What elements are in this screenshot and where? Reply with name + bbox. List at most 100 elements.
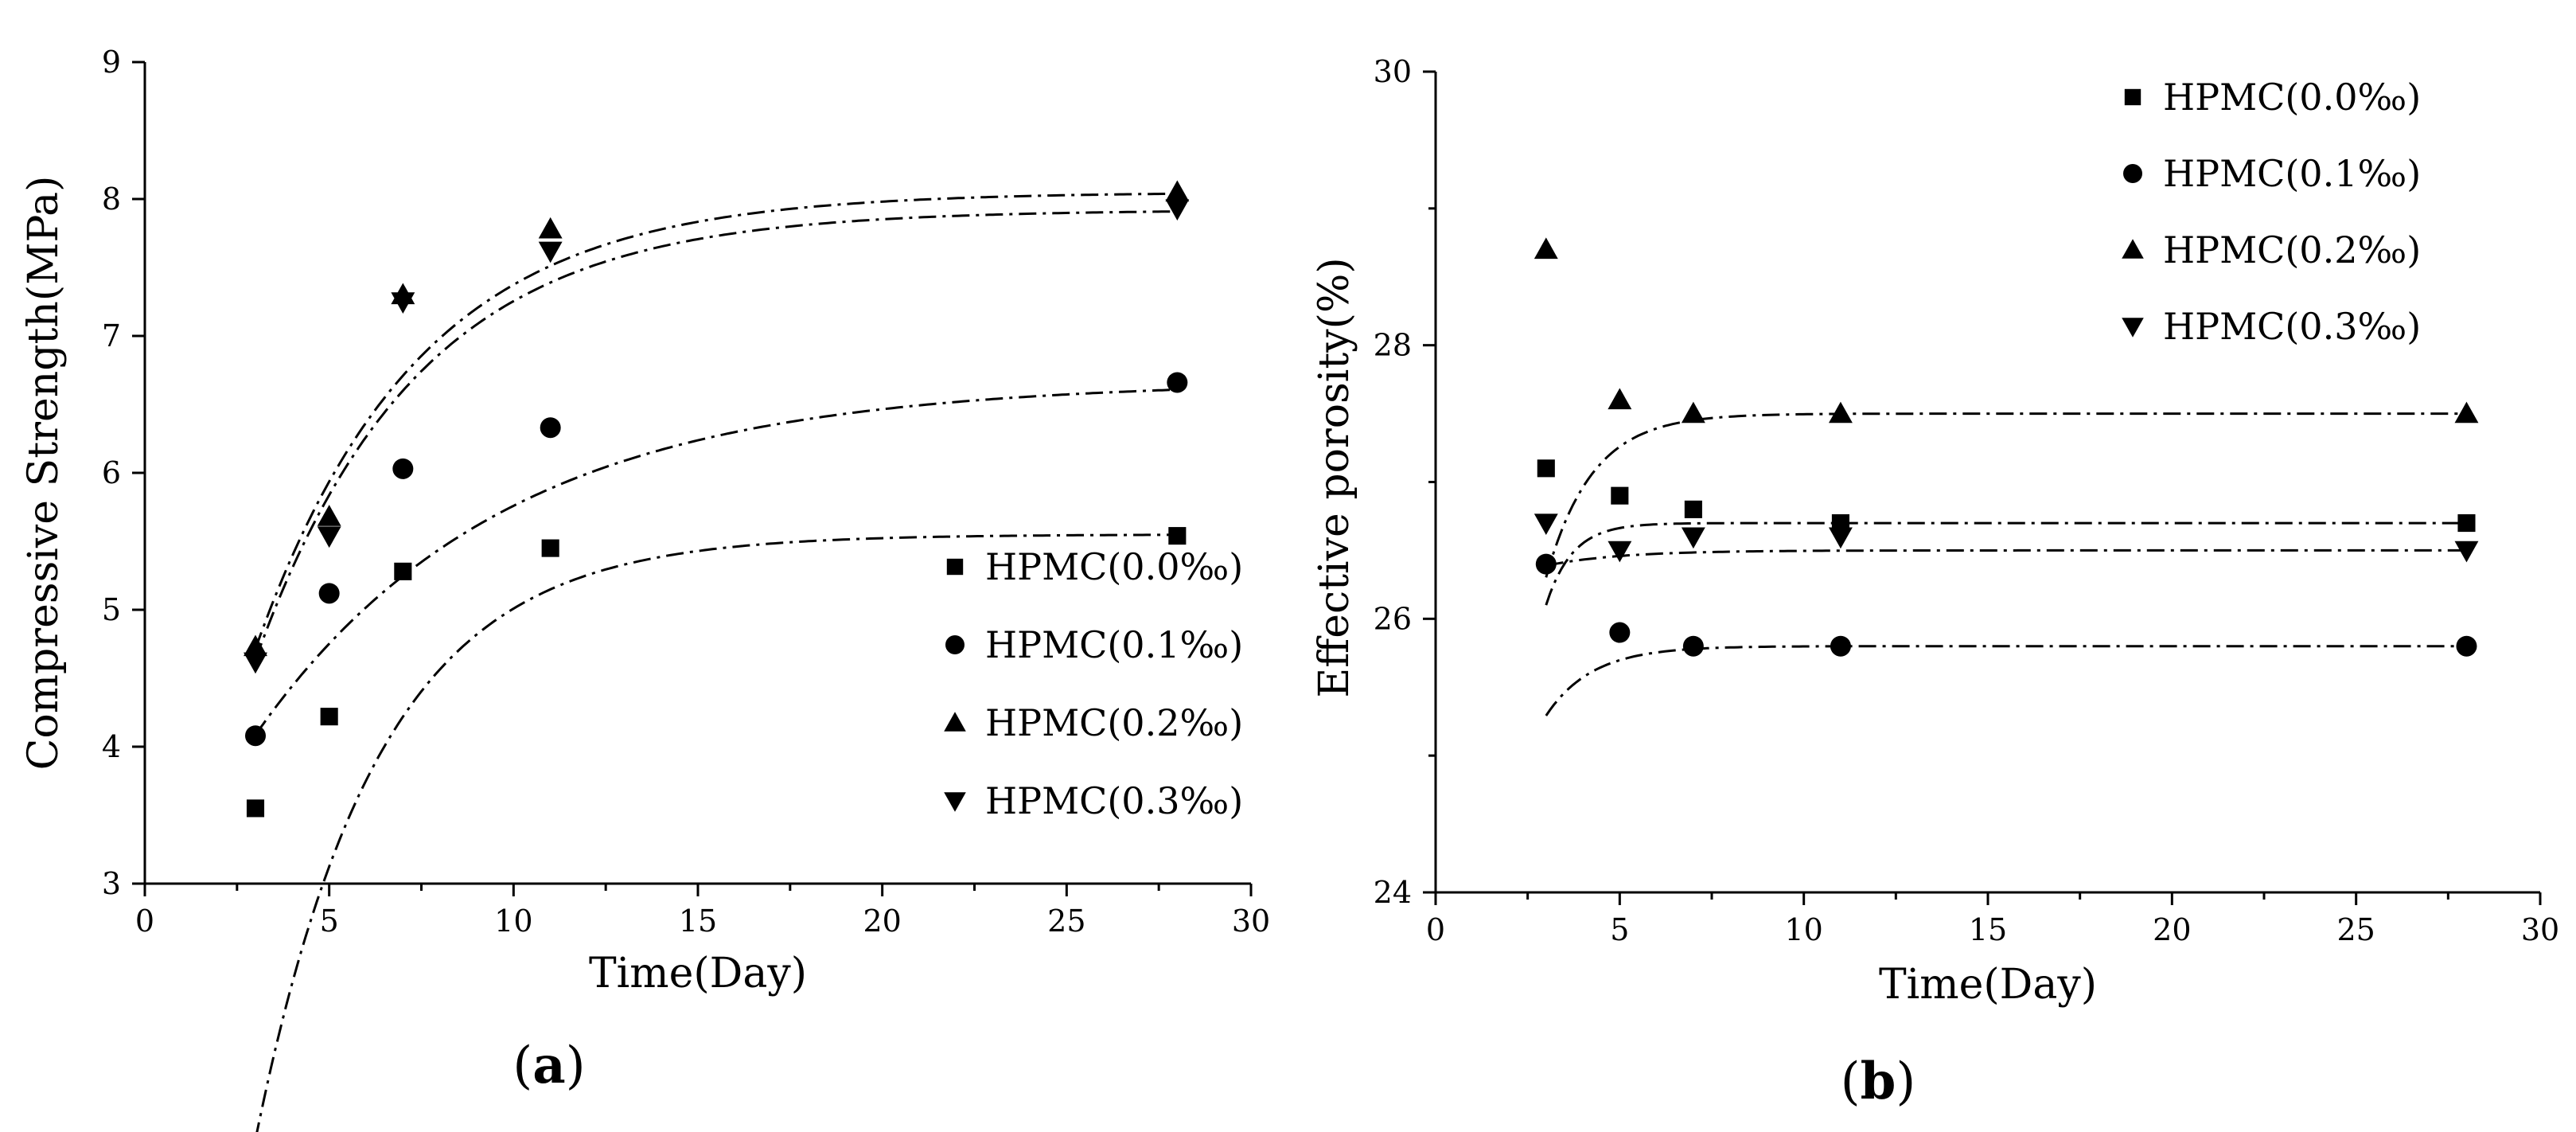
data-point — [538, 241, 563, 263]
data-point — [392, 458, 414, 479]
data-point — [1168, 527, 1187, 545]
data-point — [394, 562, 412, 580]
data-point — [1535, 553, 1557, 575]
legend-marker — [944, 712, 966, 732]
data-point — [245, 725, 266, 747]
y-tick-label: 30 — [1374, 54, 1412, 89]
y-tick-label: 9 — [102, 45, 121, 80]
data-point — [540, 417, 561, 439]
y-tick-label: 28 — [1374, 328, 1412, 363]
legend-label: HPMC(0.3‰) — [985, 779, 1243, 822]
y-axis-title: Effective porosity(%) — [1311, 257, 1358, 697]
data-point — [1534, 513, 1558, 535]
legend-marker — [2123, 164, 2142, 183]
series-triangle-up — [1534, 237, 2479, 578]
x-tick-label: 0 — [1426, 912, 1445, 947]
chart-compressive-strength: 0 5 10 15 20 25 30 3 4 5 6 7 8 9 Time(Day) Compressive … — [20, 45, 1270, 1132]
data-point — [1828, 527, 1853, 549]
data-point — [1534, 237, 1558, 260]
panel-label: (a) — [512, 1036, 585, 1095]
fit-curve — [1545, 645, 2467, 716]
chart-effective-porosity: 0 5 10 15 20 25 30 24 26 28 30 Time(Day) Effective p… — [1311, 54, 2559, 1111]
data-point — [1608, 541, 1632, 563]
series-circle — [1535, 553, 2477, 716]
fit-curve — [255, 533, 1178, 1132]
legend-label: HPMC(0.0‰) — [985, 545, 1243, 588]
data-point — [2454, 401, 2479, 424]
x-tick-label: 10 — [494, 904, 532, 939]
data-point — [317, 526, 341, 548]
y-tick-label: 26 — [1374, 601, 1412, 636]
y-tick-label: 24 — [1374, 875, 1412, 910]
x-tick-label: 15 — [1969, 912, 2007, 947]
data-point — [317, 505, 341, 526]
x-axis-title: Time(Day) — [589, 950, 807, 997]
y-tick-label: 5 — [102, 592, 121, 627]
legend-label: HPMC(0.2‰) — [985, 701, 1243, 744]
y-tick-label: 8 — [102, 182, 121, 217]
x-tick-label: 25 — [1047, 904, 1085, 939]
data-point — [1608, 388, 1632, 410]
data-point — [2454, 541, 2479, 563]
data-point — [244, 652, 267, 674]
data-point — [1684, 500, 1702, 518]
data-point — [1165, 199, 1190, 221]
series-square — [1537, 459, 2476, 606]
legend-marker — [2122, 239, 2144, 259]
y-tick-label: 3 — [102, 866, 121, 901]
data-point — [541, 539, 559, 557]
data-point — [1611, 486, 1629, 505]
legend-label: HPMC(0.3‰) — [2163, 305, 2421, 348]
x-axis-title: Time(Day) — [1879, 961, 2097, 1009]
legend-marker — [945, 635, 965, 654]
fit-curve — [1545, 548, 2467, 568]
data-point — [1537, 459, 1555, 478]
data-point — [1167, 372, 1188, 393]
legend-label: HPMC(0.1‰) — [985, 623, 1243, 666]
data-point — [538, 217, 563, 239]
x-tick-label: 0 — [135, 904, 154, 939]
data-point — [320, 708, 338, 726]
x-tick-label: 15 — [679, 904, 717, 939]
data-point — [1681, 527, 1705, 549]
data-point — [1830, 635, 1851, 657]
legend-marker — [946, 558, 964, 576]
data-point — [2457, 514, 2476, 533]
fit-curve — [254, 192, 1178, 650]
data-point — [1682, 635, 1704, 657]
data-point — [1165, 180, 1190, 202]
data-point — [391, 292, 415, 314]
x-tick-label: 5 — [1610, 912, 1629, 947]
y-tick-label: 7 — [102, 318, 121, 353]
x-tick-label: 10 — [1784, 912, 1822, 947]
legend-marker — [944, 792, 966, 812]
fit-curve — [254, 210, 1178, 661]
series-triangle-down — [244, 199, 1190, 674]
x-tick-label: 30 — [1232, 904, 1270, 939]
x-tick-label: 20 — [863, 904, 901, 939]
data-point — [2456, 635, 2477, 657]
x-tick-label: 20 — [2153, 912, 2191, 947]
legend-label: HPMC(0.2‰) — [2163, 228, 2421, 271]
x-tick-label: 5 — [320, 904, 339, 939]
data-point — [1609, 622, 1631, 643]
y-axis-title: Compressive Strength(MPa) — [20, 176, 68, 771]
legend-label: HPMC(0.0‰) — [2163, 76, 2421, 119]
legend-marker — [2124, 88, 2141, 106]
legend-marker — [2122, 318, 2144, 338]
data-point — [1828, 401, 1853, 424]
series-square — [246, 527, 1187, 1132]
x-tick-label: 30 — [2521, 912, 2559, 947]
legend-label: HPMC(0.1‰) — [2163, 152, 2421, 195]
data-point — [1681, 401, 1705, 424]
series-circle — [245, 372, 1188, 747]
y-tick-label: 4 — [102, 729, 121, 764]
y-tick-label: 6 — [102, 455, 121, 490]
x-tick-label: 25 — [2336, 912, 2375, 947]
data-point — [244, 634, 267, 657]
data-point — [246, 799, 265, 818]
fit-curve — [254, 388, 1178, 736]
data-point — [318, 583, 340, 604]
panel-label: (b) — [1841, 1052, 1916, 1111]
